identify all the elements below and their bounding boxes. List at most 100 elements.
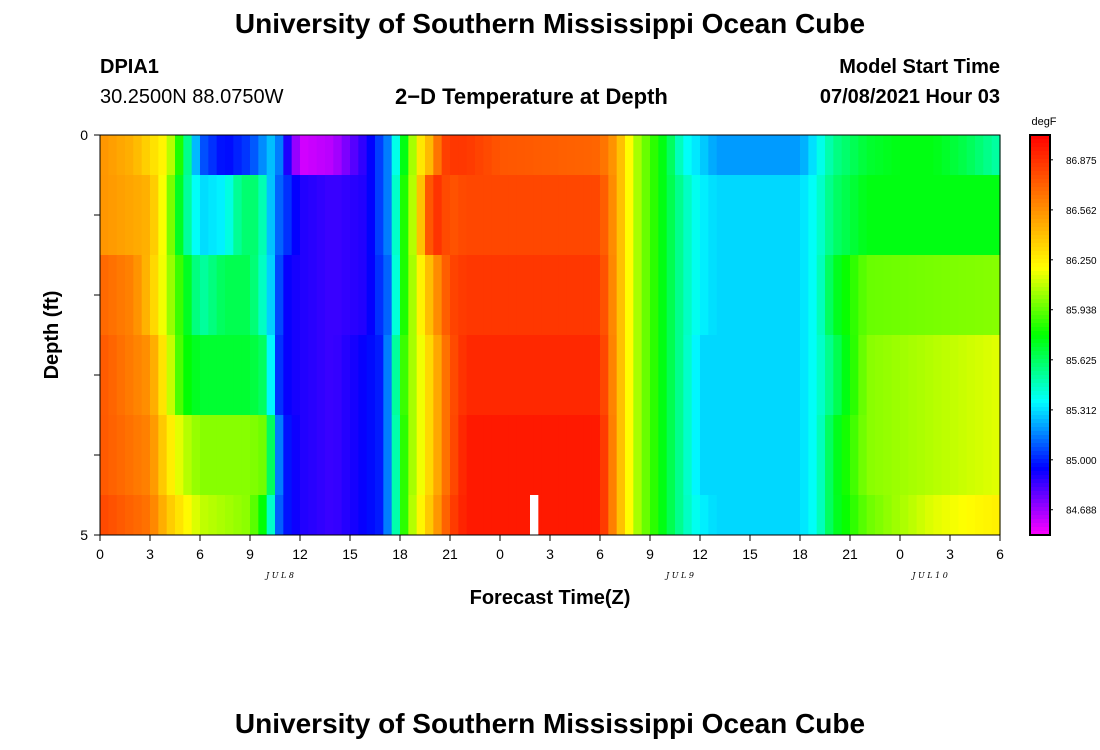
heatmap-cell xyxy=(341,415,351,495)
heatmap-cell xyxy=(300,415,309,495)
heatmap-cell xyxy=(408,495,418,535)
heatmap-cell xyxy=(725,175,734,255)
heatmap-cell xyxy=(991,135,1001,175)
heatmap-cell xyxy=(258,495,268,535)
heatmap-cell xyxy=(166,415,176,495)
heatmap-cell xyxy=(333,335,343,415)
heatmap-cell xyxy=(941,175,951,255)
heatmap-cell xyxy=(108,175,118,255)
heatmap-cell xyxy=(858,335,868,415)
heatmap-cell xyxy=(658,335,668,415)
heatmap-cell xyxy=(875,135,884,175)
heatmap-cell xyxy=(616,415,626,495)
heatmap-cell xyxy=(783,255,793,335)
heatmap-cell xyxy=(750,255,759,335)
heatmap-cell xyxy=(100,415,109,495)
colorbar-segment xyxy=(1030,439,1050,444)
heatmap-cell xyxy=(450,175,459,255)
heatmap-cell xyxy=(741,495,751,535)
heatmap-cell xyxy=(341,495,351,535)
heatmap-cell xyxy=(716,415,726,495)
heatmap-cell xyxy=(600,495,609,535)
heatmap-cell xyxy=(550,175,559,255)
heatmap-cell xyxy=(391,255,401,335)
heatmap-cell xyxy=(758,175,768,255)
heatmap-cell xyxy=(208,255,218,335)
heatmap-cell xyxy=(633,255,643,335)
heatmap-cell xyxy=(208,335,218,415)
heatmap-cell xyxy=(941,335,951,415)
heatmap-cell xyxy=(741,175,751,255)
heatmap-cell xyxy=(566,255,576,335)
heatmap-cell xyxy=(200,135,209,175)
heatmap-cell xyxy=(691,135,701,175)
heatmap-cell xyxy=(200,175,209,255)
heatmap-cell xyxy=(475,495,484,535)
heatmap-cell xyxy=(150,415,159,495)
heatmap-cell xyxy=(975,335,984,415)
colorbar-segment xyxy=(1030,239,1050,244)
heatmap-cell xyxy=(850,175,859,255)
heatmap-cell xyxy=(133,175,143,255)
heatmap-cell xyxy=(233,255,243,335)
heatmap-cell xyxy=(358,175,368,255)
heatmap-cell xyxy=(816,255,826,335)
heatmap-cell xyxy=(683,175,693,255)
heatmap-cell xyxy=(900,415,909,495)
heatmap-cell xyxy=(725,415,734,495)
heatmap-cell xyxy=(533,135,543,175)
heatmap-cell xyxy=(566,495,576,535)
colorbar-segment xyxy=(1030,427,1050,432)
heatmap-cell xyxy=(850,335,859,415)
heatmap-cell xyxy=(125,175,134,255)
heatmap-cell xyxy=(875,255,884,335)
heatmap-cell xyxy=(616,335,626,415)
heatmap-cell xyxy=(741,135,751,175)
heatmap-cell xyxy=(975,135,984,175)
colorbar-segment xyxy=(1030,231,1050,236)
heatmap-cell xyxy=(208,175,218,255)
colorbar-segment xyxy=(1030,135,1050,140)
colorbar-segment xyxy=(1030,459,1050,464)
colorbar-segment xyxy=(1030,371,1050,376)
heatmap-cell xyxy=(383,495,393,535)
heatmap-cell xyxy=(133,415,143,495)
colorbar-segment xyxy=(1030,407,1050,412)
heatmap-cell xyxy=(366,495,376,535)
heatmap-cell xyxy=(275,255,284,335)
heatmap-cell xyxy=(400,495,409,535)
heatmap-cell xyxy=(125,495,134,535)
heatmap-cell xyxy=(400,415,409,495)
heatmap-cell xyxy=(541,135,551,175)
heatmap-cell xyxy=(300,495,309,535)
heatmap-cell xyxy=(416,495,426,535)
heatmap-cell xyxy=(633,175,643,255)
heatmap-cell xyxy=(266,415,276,495)
station-location: 30.2500N 88.0750W xyxy=(100,86,284,108)
colorbar-segment xyxy=(1030,283,1050,288)
heatmap-cell xyxy=(958,495,968,535)
x-tick-label: 12 xyxy=(292,546,308,562)
colorbar-segment xyxy=(1030,403,1050,408)
colorbar-segment xyxy=(1030,139,1050,144)
heatmap-cell xyxy=(216,255,226,335)
heatmap-cell xyxy=(108,255,118,335)
heatmap-cell xyxy=(158,335,168,415)
colorbar-segment xyxy=(1030,247,1050,252)
colorbar-segment xyxy=(1030,379,1050,384)
heatmap-cell xyxy=(941,495,951,535)
heatmap-cell xyxy=(916,175,926,255)
colorbar-segment xyxy=(1030,163,1050,168)
heatmap-cell xyxy=(191,255,201,335)
heatmap-cell xyxy=(658,255,668,335)
heatmap-cell xyxy=(783,135,793,175)
heatmap-cell xyxy=(483,255,493,335)
heatmap-cell xyxy=(908,415,918,495)
heatmap-cell xyxy=(525,415,534,495)
heatmap-cell xyxy=(375,415,384,495)
heatmap-cell xyxy=(991,495,1001,535)
colorbar-segment xyxy=(1030,483,1050,488)
heatmap-cell xyxy=(541,495,551,535)
colorbar-segment xyxy=(1030,219,1050,224)
x-tick-label: 0 xyxy=(496,546,504,562)
